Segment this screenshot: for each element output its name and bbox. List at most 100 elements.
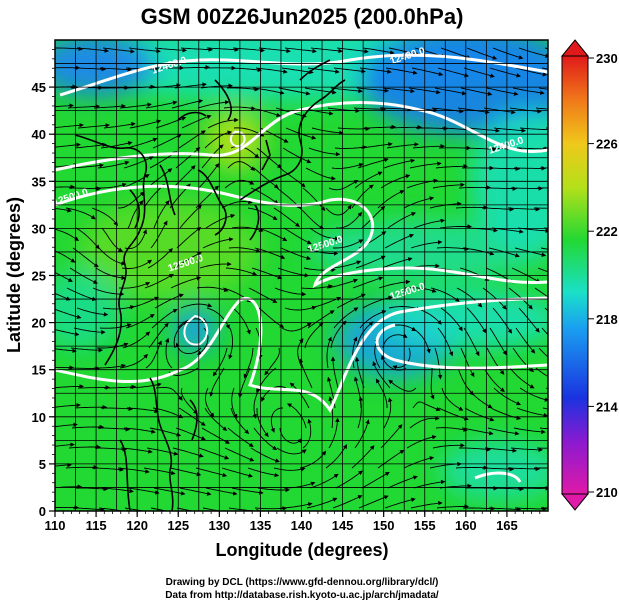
streamline xyxy=(55,123,84,129)
streamline xyxy=(77,123,110,129)
streamline xyxy=(258,307,285,328)
streamline xyxy=(430,368,435,400)
streamline xyxy=(481,206,515,212)
colorbar-tick-label: 230 xyxy=(596,51,618,66)
streamline xyxy=(171,98,204,109)
streamline xyxy=(460,347,475,378)
streamline xyxy=(284,47,317,54)
streamline xyxy=(123,156,154,169)
streamline xyxy=(362,47,395,55)
streamline xyxy=(436,246,469,252)
streamline xyxy=(331,162,364,169)
streamline xyxy=(212,347,228,377)
streamline xyxy=(232,47,265,53)
streamline xyxy=(464,407,495,422)
streamline xyxy=(481,466,515,472)
streamline xyxy=(404,287,437,293)
streamline xyxy=(467,127,500,133)
streamline xyxy=(515,327,536,354)
streamline xyxy=(179,487,212,496)
streamline xyxy=(389,125,423,130)
streamline xyxy=(231,487,264,495)
streamline xyxy=(430,287,460,302)
streamline xyxy=(412,401,441,411)
streamline xyxy=(330,356,339,389)
streamline xyxy=(432,182,465,189)
streamline xyxy=(309,227,340,241)
streamline xyxy=(386,142,419,149)
streamline xyxy=(435,164,468,169)
streamline xyxy=(490,407,522,421)
streamline xyxy=(361,206,386,229)
streamline xyxy=(489,67,521,78)
streamline xyxy=(274,287,307,297)
streamline xyxy=(335,470,363,489)
streamline xyxy=(104,384,137,390)
streamline xyxy=(169,467,202,477)
streamline xyxy=(541,507,548,509)
streamline xyxy=(226,87,259,92)
streamline xyxy=(385,67,418,75)
streamline xyxy=(535,367,548,377)
x-axis-ticks: 110 115 120 125 130 135 140 145 150 155 160 165 xyxy=(45,511,541,533)
x-tick-label: 120 xyxy=(126,518,148,533)
streamline xyxy=(252,87,285,95)
streamline xyxy=(181,114,212,129)
streamline xyxy=(457,107,490,115)
streamline xyxy=(514,506,548,511)
streamline xyxy=(119,353,149,369)
streamline xyxy=(168,367,199,377)
streamline xyxy=(409,415,440,429)
streamline xyxy=(437,67,469,78)
streamline xyxy=(176,507,195,511)
x-tick-label: 135 xyxy=(250,518,272,533)
streamline xyxy=(382,87,415,94)
streamline xyxy=(434,347,443,380)
streamline xyxy=(126,407,159,414)
streamline xyxy=(351,184,374,209)
streamline xyxy=(206,307,230,330)
streamline xyxy=(383,397,393,429)
streamline xyxy=(362,295,393,309)
streamline xyxy=(91,207,118,227)
streamline xyxy=(95,182,127,189)
streamline xyxy=(377,449,405,469)
streamline xyxy=(76,47,109,53)
streamline xyxy=(482,287,507,310)
streamline xyxy=(250,447,280,463)
streamline xyxy=(255,67,288,74)
x-tick-label: 125 xyxy=(167,518,189,533)
streamline xyxy=(516,407,548,418)
streamline xyxy=(353,107,387,112)
streamline xyxy=(164,337,173,369)
streamline xyxy=(205,487,238,496)
streamline xyxy=(195,467,228,478)
streamline xyxy=(103,121,136,129)
streamline xyxy=(180,47,213,52)
streamline xyxy=(55,103,74,108)
streamline xyxy=(227,161,256,171)
streamline xyxy=(173,321,188,349)
streamline xyxy=(253,167,279,189)
y-tick-label: 5 xyxy=(39,457,46,472)
streamline xyxy=(254,247,286,259)
streamline xyxy=(209,367,225,397)
streamline xyxy=(372,361,391,389)
streamline xyxy=(458,185,492,190)
streamline xyxy=(155,387,183,401)
x-tick-label: 150 xyxy=(373,518,395,533)
streamline xyxy=(273,207,300,227)
colorbar-tick-label: 214 xyxy=(596,399,618,414)
streamline xyxy=(273,467,306,472)
streamline xyxy=(76,486,109,492)
streamline xyxy=(55,505,80,510)
streamline xyxy=(102,305,135,310)
streamline xyxy=(484,447,517,453)
streamline xyxy=(247,467,280,478)
streamline xyxy=(299,207,324,230)
streamline xyxy=(309,473,339,489)
streamline xyxy=(127,487,160,495)
lat-lon-grid xyxy=(55,40,548,511)
streamline xyxy=(352,336,358,369)
x-tick-label: 130 xyxy=(208,518,230,533)
